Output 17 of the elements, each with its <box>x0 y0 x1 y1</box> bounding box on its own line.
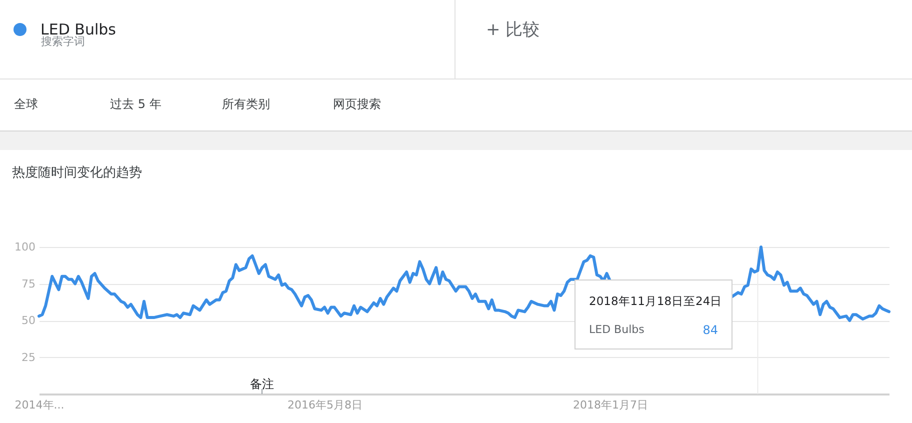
y-tick-label: 100 <box>14 240 36 254</box>
text: 全球 <box>14 97 38 111</box>
x-tick-label: 2018年1月7日 <box>573 398 648 412</box>
y-tick-label: 25 <box>22 350 36 364</box>
text: 过去 5 年 <box>110 97 162 111</box>
text: 网页搜索 <box>333 97 381 111</box>
chart-title: 热度随时间变化的趋势 <box>12 164 142 180</box>
x-tick-label: 2016年5月8日 <box>288 398 363 412</box>
annotation: 备注 <box>250 377 274 391</box>
x-tick-label: 2014年... <box>14 398 64 412</box>
annotation: 2018年11月18日至24日 <box>589 294 722 308</box>
y-tick-label: 75 <box>22 277 36 290</box>
text: + 比较 <box>486 20 540 40</box>
annotation: 84 <box>702 323 718 337</box>
y-tick-label: 50 <box>22 314 36 327</box>
annotation: LED Bulbs <box>589 323 645 336</box>
text: 所有类别 <box>222 97 270 111</box>
